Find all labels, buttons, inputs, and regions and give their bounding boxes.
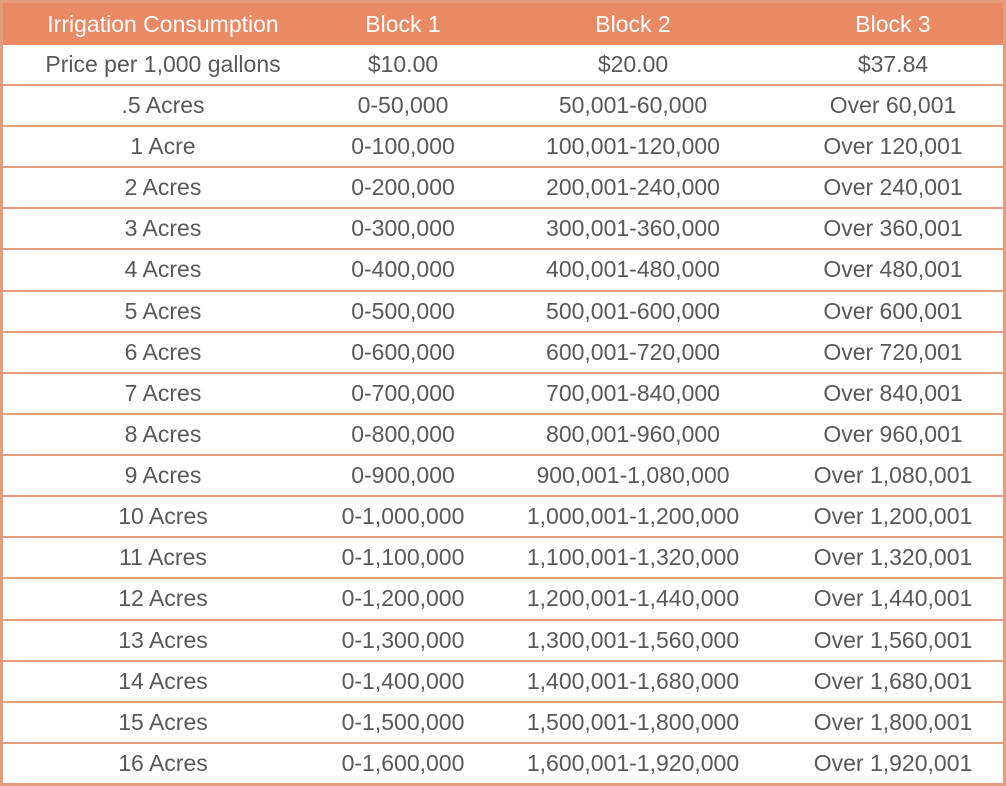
cell-value: 0-1,300,000 [323, 618, 483, 661]
cell-value: 1,300,001-1,560,000 [483, 618, 783, 661]
table-row: Price per 1,000 gallons $10.00 $20.00 $37.8… [3, 45, 1003, 85]
cell-value: Over 1,080,001 [783, 454, 1003, 497]
table-row: 10 Acres 0-1,000,000 1,000,001-1,200,000 Ov… [3, 495, 1003, 538]
cell-value: 0-500,000 [323, 289, 483, 332]
cell-value: 800,001-960,000 [483, 412, 783, 456]
table-row: 13 Acres 0-1,300,000 1,300,001-1,560,000 Ov… [3, 618, 1003, 661]
cell-value: $37.84 [783, 45, 1003, 85]
row-label: Price per 1,000 gallons [3, 45, 323, 85]
cell-value: 0-100,000 [323, 125, 483, 168]
cell-value: 0-1,600,000 [323, 741, 483, 783]
header-cell-block-2: Block 2 [483, 3, 783, 45]
cell-value: Over 1,680,001 [783, 659, 1003, 702]
row-label: 2 Acres [3, 166, 323, 209]
row-label: 5 Acres [3, 289, 323, 332]
cell-value: 0-1,500,000 [323, 700, 483, 743]
table-row: 1 Acre 0-100,000 100,001-120,000 Over 120,0… [3, 125, 1003, 168]
cell-value: Over 480,001 [783, 248, 1003, 291]
cell-value: Over 840,001 [783, 371, 1003, 414]
table-row: 12 Acres 0-1,200,000 1,200,001-1,440,000 Ov… [3, 577, 1003, 620]
cell-value: 0-1,200,000 [323, 577, 483, 620]
table-row: 15 Acres 0-1,500,000 1,500,001-1,800,000 Ov… [3, 700, 1003, 743]
cell-value: 500,001-600,000 [483, 289, 783, 332]
cell-value: 600,001-720,000 [483, 330, 783, 373]
cell-value: 0-900,000 [323, 454, 483, 497]
cell-value: Over 960,001 [783, 412, 1003, 456]
row-label: 13 Acres [3, 618, 323, 661]
cell-value: Over 1,440,001 [783, 577, 1003, 620]
irrigation-rate-table: Irrigation Consumption Block 1 Block 2 B… [3, 3, 1003, 783]
cell-value: Over 1,920,001 [783, 741, 1003, 783]
cell-value: 300,001-360,000 [483, 207, 783, 250]
table-row: .5 Acres 0-50,000 50,001-60,000 Over 60,001 [3, 83, 1003, 127]
row-label: 3 Acres [3, 207, 323, 250]
row-label: 11 Acres [3, 536, 323, 579]
table-row: 16 Acres 0-1,600,000 1,600,001-1,920,000 Ov… [3, 741, 1003, 783]
cell-value: 400,001-480,000 [483, 248, 783, 291]
cell-value: 0-1,100,000 [323, 536, 483, 579]
header-row: Irrigation Consumption Block 1 Block 2 B… [3, 3, 1003, 45]
cell-value: Over 1,560,001 [783, 618, 1003, 661]
cell-value: 1,500,001-1,800,000 [483, 700, 783, 743]
table-body: Price per 1,000 gallons $10.00 $20.00 $37.8… [3, 45, 1003, 783]
cell-value: Over 1,800,001 [783, 700, 1003, 743]
cell-value: Over 60,001 [783, 83, 1003, 127]
cell-value: 0-800,000 [323, 412, 483, 456]
row-label: 12 Acres [3, 577, 323, 620]
cell-value: $10.00 [323, 45, 483, 85]
cell-value: Over 1,200,001 [783, 495, 1003, 538]
cell-value: Over 1,320,001 [783, 536, 1003, 579]
row-label: 8 Acres [3, 412, 323, 456]
cell-value: Over 720,001 [783, 330, 1003, 373]
header-cell-block-3: Block 3 [783, 3, 1003, 45]
header-cell-irrigation-consumption: Irrigation Consumption [3, 3, 323, 45]
cell-value: Over 360,001 [783, 207, 1003, 250]
cell-value: 1,600,001-1,920,000 [483, 741, 783, 783]
cell-value: 0-1,000,000 [323, 495, 483, 538]
table-row: 9 Acres 0-900,000 900,001-1,080,000 Over 1,… [3, 454, 1003, 497]
cell-value: $20.00 [483, 45, 783, 85]
cell-value: 0-300,000 [323, 207, 483, 250]
cell-value: 0-200,000 [323, 166, 483, 209]
table-row: 14 Acres 0-1,400,000 1,400,001-1,680,000 Ov… [3, 659, 1003, 702]
header-cell-block-1: Block 1 [323, 3, 483, 45]
table-row: 2 Acres 0-200,000 200,001-240,000 Over 240,… [3, 166, 1003, 209]
cell-value: 1,400,001-1,680,000 [483, 659, 783, 702]
table-row: 8 Acres 0-800,000 800,001-960,000 Over 960,… [3, 412, 1003, 456]
cell-value: 700,001-840,000 [483, 371, 783, 414]
cell-value: 0-1,400,000 [323, 659, 483, 702]
cell-value: 0-50,000 [323, 83, 483, 127]
row-label: 14 Acres [3, 659, 323, 702]
row-label: 1 Acre [3, 125, 323, 168]
row-label: 7 Acres [3, 371, 323, 414]
cell-value: Over 120,001 [783, 125, 1003, 168]
table-row: 6 Acres 0-600,000 600,001-720,000 Over 720,… [3, 330, 1003, 373]
cell-value: 1,100,001-1,320,000 [483, 536, 783, 579]
table-row: 5 Acres 0-500,000 500,001-600,000 Over 600,… [3, 289, 1003, 332]
table-row: 3 Acres 0-300,000 300,001-360,000 Over 360,… [3, 207, 1003, 250]
row-label: 4 Acres [3, 248, 323, 291]
row-label: 10 Acres [3, 495, 323, 538]
cell-value: 1,000,001-1,200,000 [483, 495, 783, 538]
table-row: 7 Acres 0-700,000 700,001-840,000 Over 840,… [3, 371, 1003, 414]
table-row: 11 Acres 0-1,100,000 1,100,001-1,320,000 Ov… [3, 536, 1003, 579]
row-label: 15 Acres [3, 700, 323, 743]
row-label: 9 Acres [3, 454, 323, 497]
row-label: 6 Acres [3, 330, 323, 373]
cell-value: Over 600,001 [783, 289, 1003, 332]
cell-value: 200,001-240,000 [483, 166, 783, 209]
cell-value: 1,200,001-1,440,000 [483, 577, 783, 620]
row-label: .5 Acres [3, 83, 323, 127]
cell-value: 100,001-120,000 [483, 125, 783, 168]
cell-value: 0-400,000 [323, 248, 483, 291]
cell-value: Over 240,001 [783, 166, 1003, 209]
cell-value: 0-700,000 [323, 371, 483, 414]
cell-value: 0-600,000 [323, 330, 483, 373]
row-label: 16 Acres [3, 741, 323, 783]
table-header: Irrigation Consumption Block 1 Block 2 B… [3, 3, 1003, 45]
cell-value: 50,001-60,000 [483, 83, 783, 127]
table-row: 4 Acres 0-400,000 400,001-480,000 Over 480,… [3, 248, 1003, 291]
cell-value: 900,001-1,080,000 [483, 454, 783, 497]
